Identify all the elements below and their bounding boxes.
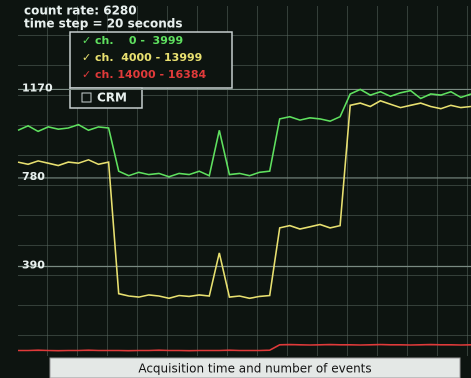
- y-tick-label: 390: [22, 258, 45, 271]
- legend-item: ch. 4000 - 13999: [95, 51, 202, 64]
- y-tick-label: 780: [22, 170, 45, 183]
- legend-check: ✓: [82, 51, 91, 64]
- x-axis-label: Acquisition time and number of events: [138, 362, 371, 376]
- legend-check: ✓: [82, 34, 91, 47]
- chart: count rate: 6280 time step = 20 seconds …: [0, 0, 471, 378]
- legend-check: ✓: [82, 68, 91, 81]
- y-tick-label: 1170: [22, 81, 53, 94]
- legend-item: ch. 0 - 3999: [95, 34, 183, 47]
- legend-item[interactable]: CRM: [97, 91, 127, 105]
- legend-item: ch. 14000 - 16384: [95, 68, 206, 81]
- chart-subtitle: time step = 20 seconds: [24, 17, 182, 31]
- chart-title: count rate: 6280: [24, 4, 137, 18]
